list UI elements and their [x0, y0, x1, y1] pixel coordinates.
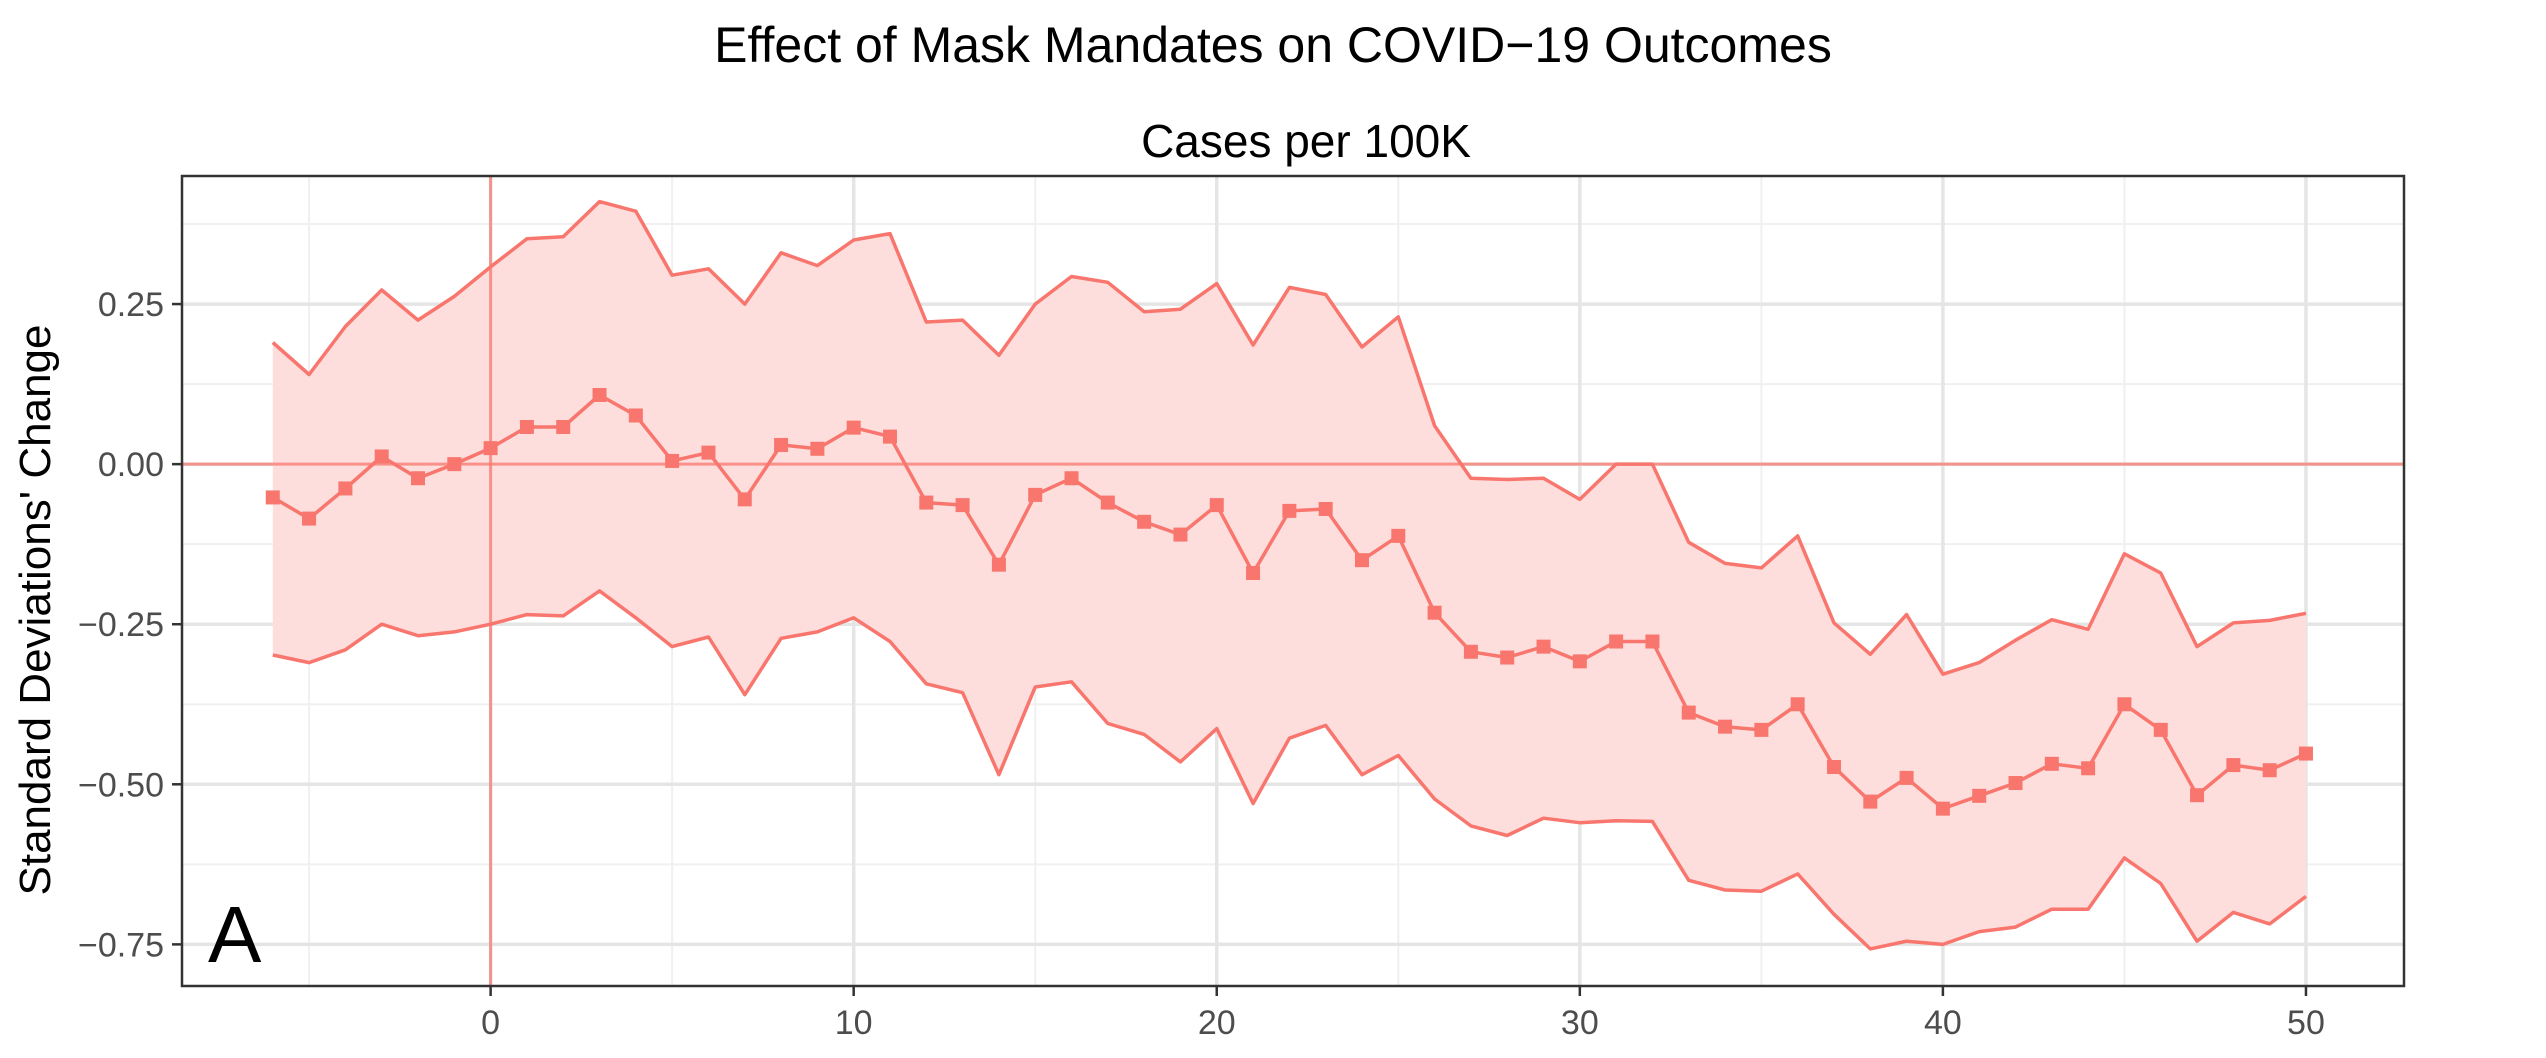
estimate-point	[1173, 527, 1188, 542]
estimate-point	[919, 495, 934, 510]
x-tick-label: 30	[1561, 1004, 1599, 1042]
estimate-point	[1137, 514, 1152, 529]
estimate-point	[1645, 634, 1660, 649]
estimate-point	[955, 498, 970, 513]
estimate-point	[265, 490, 280, 505]
x-tick-label: 40	[1924, 1004, 1962, 1042]
lower-bound-line	[272, 589, 2308, 951]
estimate-point	[374, 449, 389, 464]
estimate-point	[2081, 761, 2096, 776]
estimate-point	[483, 441, 498, 456]
x-tick-label: 0	[481, 1004, 500, 1042]
y-tick-label: −0.25	[78, 606, 164, 644]
estimate-point	[2190, 788, 2205, 803]
y-axis-label: Standard Deviations' Change	[11, 325, 60, 896]
estimate-point	[592, 387, 607, 402]
estimate-point	[1028, 487, 1043, 502]
x-tick-label: 50	[2287, 1004, 2325, 1042]
estimate-point	[447, 457, 462, 472]
estimate-point	[1935, 801, 1950, 816]
estimate-point	[2117, 697, 2132, 712]
estimate-point	[1100, 495, 1115, 510]
estimate-point	[1282, 503, 1297, 518]
estimate-point	[556, 420, 571, 435]
y-tick-label: −0.50	[78, 766, 164, 804]
estimate-point	[1899, 770, 1914, 785]
estimate-point	[1318, 501, 1333, 516]
y-tick-label: 0.25	[98, 286, 164, 324]
reference-lines	[182, 176, 2404, 986]
estimate-point	[1790, 697, 1805, 712]
estimate-point	[628, 408, 643, 423]
estimate-point	[1391, 528, 1406, 543]
estimate-point	[2008, 776, 2023, 791]
x-tick-label: 20	[1198, 1004, 1236, 1042]
estimate-point	[774, 437, 789, 452]
estimate-point	[1536, 639, 1551, 654]
estimate-point	[2226, 758, 2241, 773]
estimate-point	[410, 471, 425, 486]
estimate-point	[1500, 650, 1515, 665]
estimate-point	[737, 492, 752, 507]
estimate-point	[1718, 719, 1733, 734]
y-tick-label: −0.75	[78, 926, 164, 964]
estimate-point	[1826, 760, 1841, 775]
estimate-point	[1754, 722, 1769, 737]
estimate-point	[701, 445, 716, 460]
estimate-point	[1064, 471, 1079, 486]
estimate-point	[1572, 654, 1587, 669]
y-axis-ticks: −0.75 −0.50 −0.25 0.00 0.25	[78, 286, 182, 964]
estimate-point	[1354, 553, 1369, 568]
upper-bound-line	[271, 199, 2307, 676]
estimate-point	[1463, 644, 1478, 659]
estimate-point	[882, 429, 897, 444]
plot-panel-border	[180, 174, 2406, 988]
x-axis-ticks: 0 10 20 30 40 50	[481, 986, 2325, 1042]
estimate-point	[810, 441, 825, 456]
chart-subtitle: Cases per 100K	[1141, 115, 1471, 167]
panel-letter: A	[208, 890, 262, 979]
estimate-point	[302, 511, 317, 526]
estimate-point	[1209, 498, 1224, 513]
estimate-point	[2153, 722, 2168, 737]
estimate-point	[1246, 565, 1261, 580]
estimate-point	[1609, 634, 1624, 649]
estimate-point	[2298, 746, 2313, 761]
estimate-point	[991, 557, 1006, 572]
confidence-ribbon	[272, 201, 2306, 949]
y-tick-label: 0.00	[98, 446, 164, 484]
estimate-point	[1427, 605, 1442, 620]
estimate-points	[265, 387, 2313, 816]
estimate-point	[1972, 788, 1987, 803]
estimate-point	[519, 420, 534, 435]
estimate-point	[665, 453, 680, 468]
x-tick-label: 10	[835, 1004, 873, 1042]
estimate-point	[846, 420, 861, 435]
estimate-point	[1863, 794, 1878, 809]
figure-title: Effect of Mask Mandates on COVID−19 Outc…	[714, 17, 1832, 73]
estimate-point	[1681, 705, 1696, 720]
estimate-point	[2262, 763, 2277, 778]
estimate-point	[338, 481, 353, 496]
estimate-point	[2044, 756, 2059, 771]
